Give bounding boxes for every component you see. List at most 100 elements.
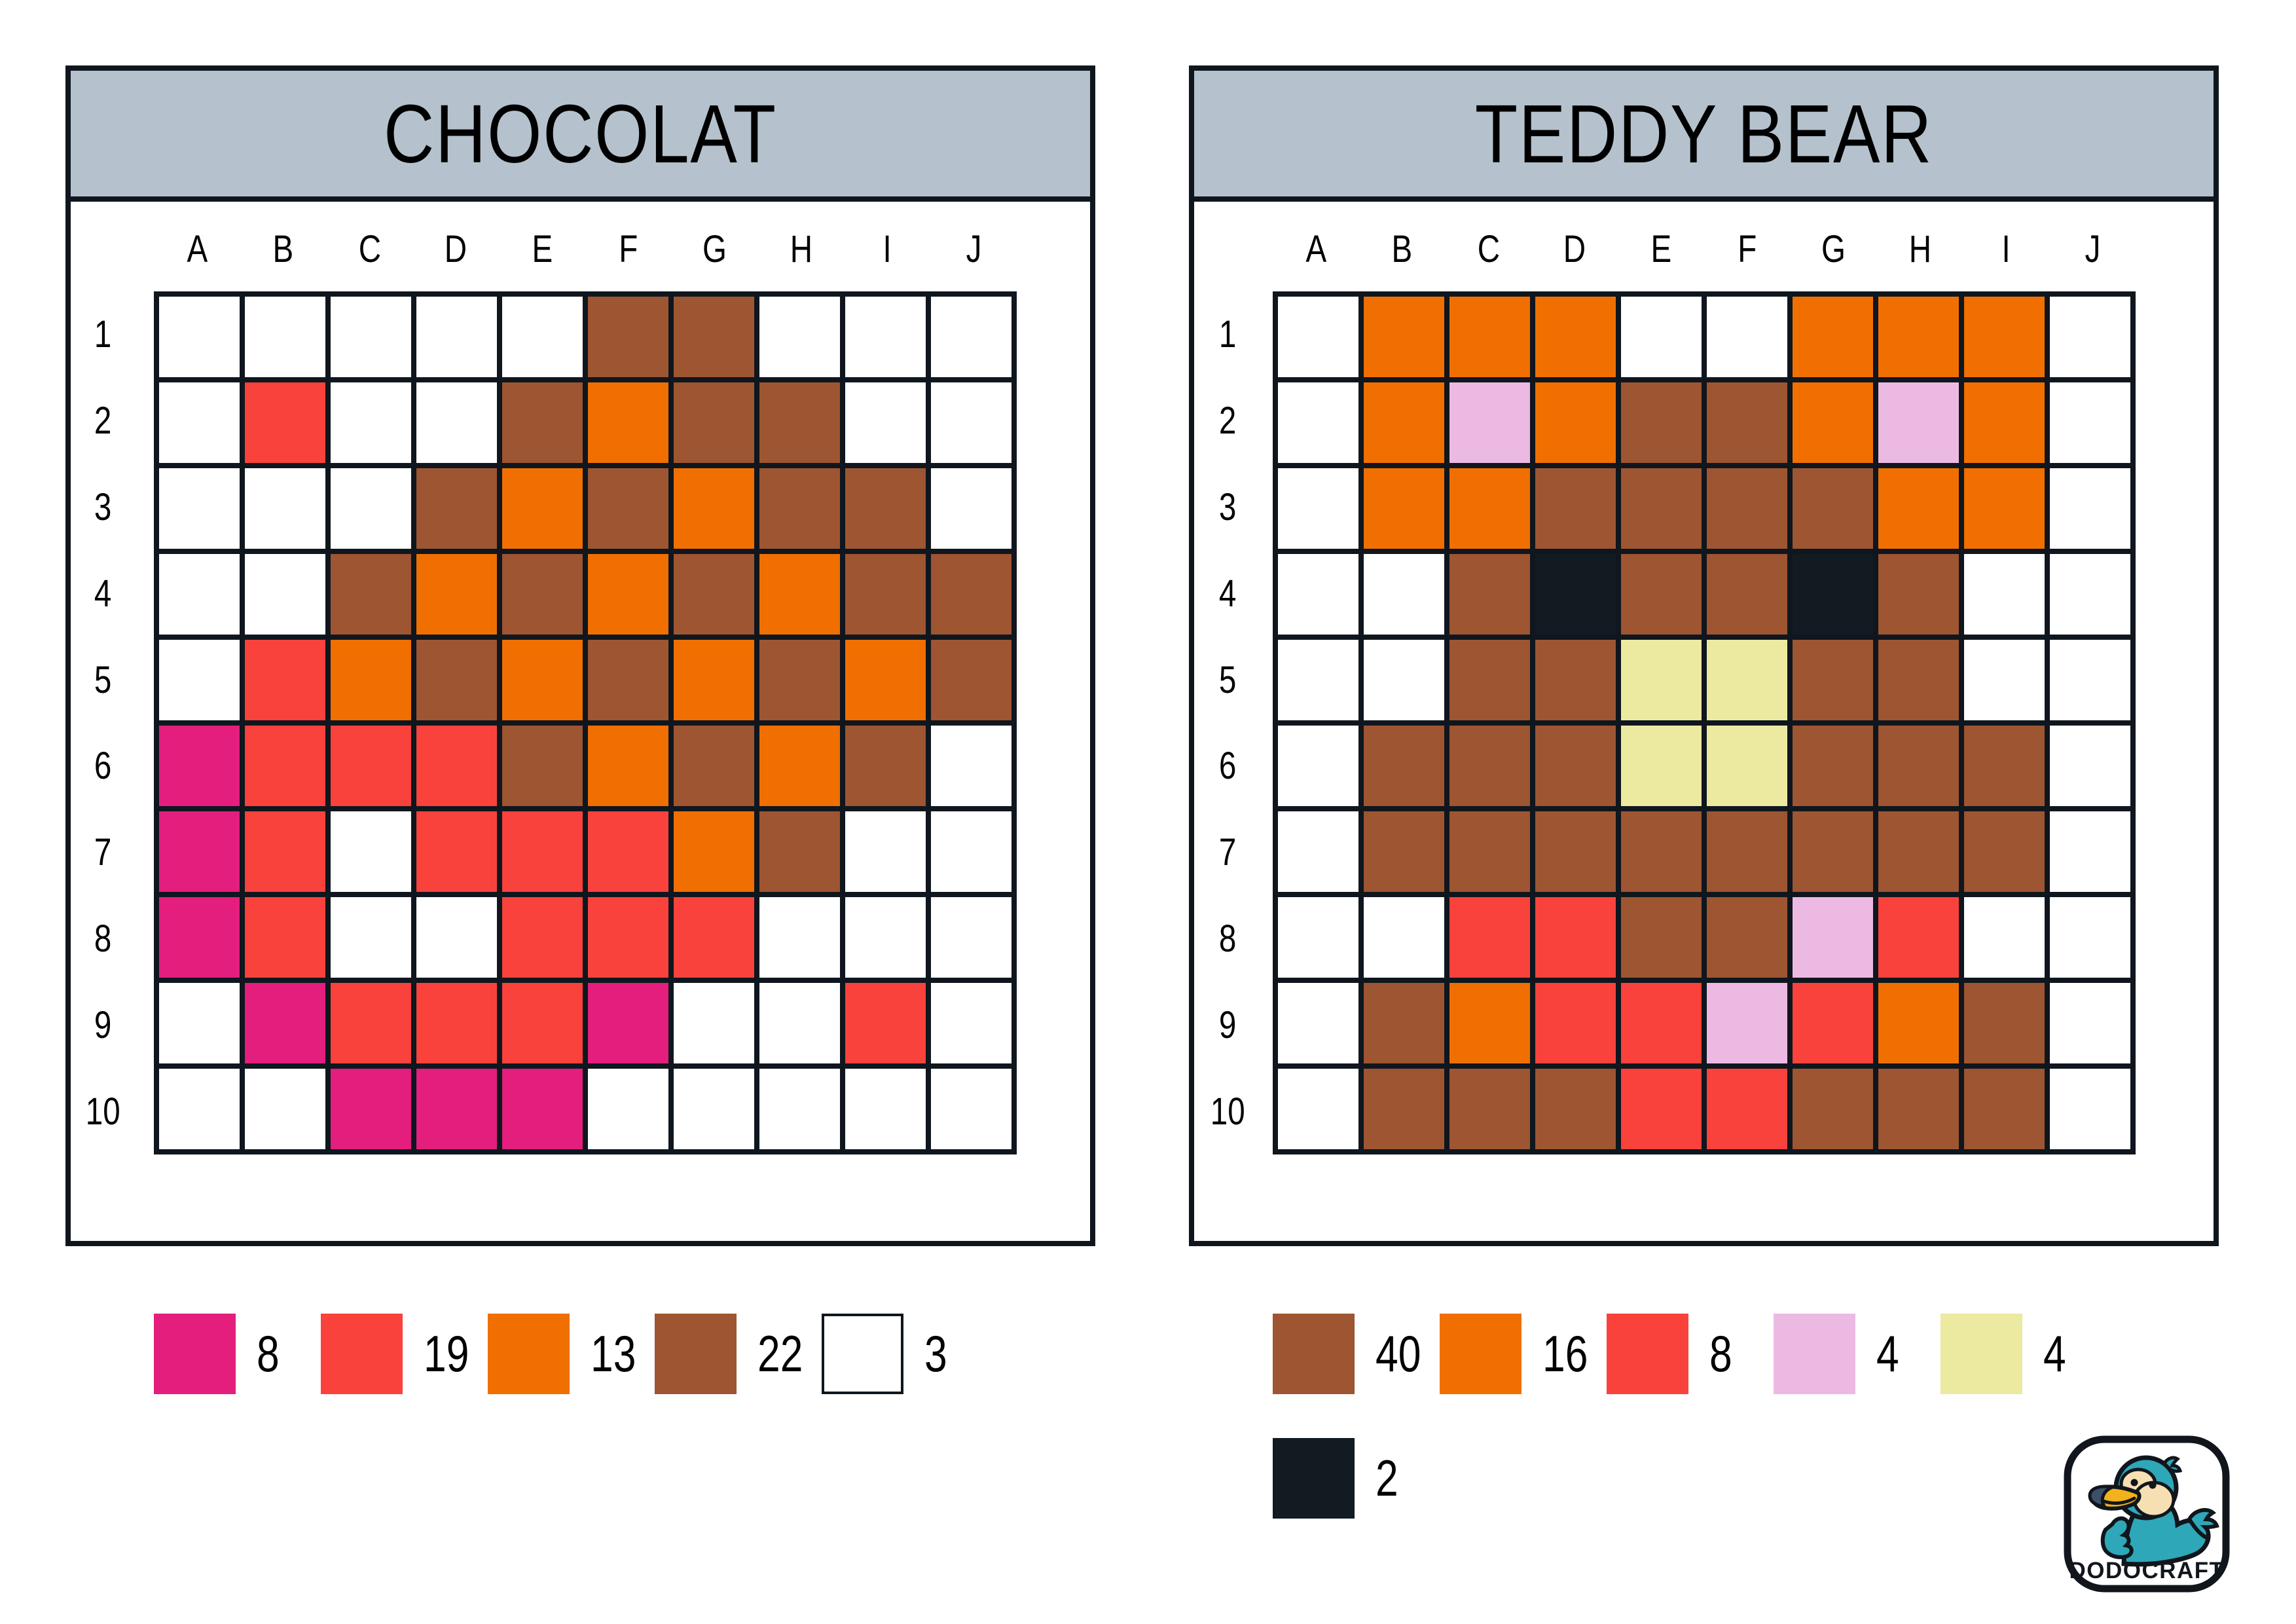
grid-cell [1704,809,1790,895]
grid-cell [1961,809,2047,895]
grid-cell [328,294,414,380]
grid-cell [1533,723,1618,809]
grid-cell [1618,551,1704,637]
dodo-eye-left [2130,1479,2138,1486]
dodocraft-logo: DODOCRAFT [2064,1435,2230,1593]
grid-cell [1704,380,1790,466]
chocolat-title: CHOCOLAT [384,87,777,180]
legend-item: 16 [1440,1314,1607,1394]
legend-item: 19 [321,1314,488,1394]
grid-cell [585,380,671,466]
legend-item: 4 [1941,1314,2107,1394]
grid-cell [1447,980,1533,1066]
grid-cell [1447,551,1533,637]
grid-cell [1275,637,1361,723]
grid-cell [1618,723,1704,809]
grid-cell [843,895,928,980]
column-label: E [1650,227,1671,270]
grid-cell [1361,380,1447,466]
grid-cell [1876,980,1961,1066]
grid-cell [1876,637,1961,723]
grid-cell [1275,551,1361,637]
legend-count: 8 [257,1325,280,1382]
legend-swatch [1774,1314,1855,1394]
grid-cell [843,723,928,809]
grid-cell [1533,380,1618,466]
grid-cell [1618,809,1704,895]
grid-cell [585,466,671,551]
column-label: G [1821,227,1846,270]
grid-cell [585,895,671,980]
row-label: 2 [1219,399,1237,443]
row-label: 3 [1219,485,1237,528]
legend-item: 13 [488,1314,655,1394]
grid-cell [1275,723,1361,809]
chocolat-row-labels: 1 2 3 4 5 6 7 8 9 10 [65,291,141,1154]
grid-cell [1876,380,1961,466]
grid-cell [928,294,1014,380]
grid-cell [414,895,500,980]
legend-item: 2 [1273,1438,1440,1519]
grid-cell [757,380,843,466]
grid-cell [1876,466,1961,551]
grid-cell [1790,551,1876,637]
grid-cell [328,1066,414,1152]
grid-cell [242,1066,328,1152]
legend-swatch [1273,1314,1355,1394]
legend-swatch [1607,1314,1688,1394]
grid-cell [843,551,928,637]
column-label: D [1563,227,1586,270]
chocolat-title-bar: CHOCOLAT [71,71,1090,202]
grid-cell [1361,1066,1447,1152]
teddy-bear-column-labels: A B C D E F G H I J [1273,216,2136,282]
grid-cell [1275,380,1361,466]
grid-cell [2047,637,2133,723]
grid-cell [1618,466,1704,551]
grid-cell [500,980,585,1066]
grid-cell [1361,895,1447,980]
row-label: 8 [94,917,112,960]
grid-cell [1961,294,2047,380]
grid-cell [156,895,242,980]
legend-item: 3 [822,1314,989,1394]
grid-cell [671,551,757,637]
grid-cell [500,466,585,551]
grid-cell [242,294,328,380]
grid-cell [1790,895,1876,980]
legend-count: 4 [2043,1325,2066,1382]
grid-cell [671,637,757,723]
grid-cell [1790,380,1876,466]
row-label: 10 [86,1090,120,1133]
column-label: C [1477,227,1500,270]
logo-text: DODOCRAFT [2069,1558,2224,1583]
grid-cell [500,294,585,380]
grid-cell [1618,895,1704,980]
row-label: 6 [1219,745,1237,788]
grid-cell [2047,723,2133,809]
grid-cell [1876,551,1961,637]
grid-cell [242,809,328,895]
grid-cell [328,809,414,895]
row-label: 9 [94,1003,112,1046]
legend-item: 8 [1607,1314,1774,1394]
grid-cell [585,723,671,809]
dodo-beak-smile [2101,1496,2136,1505]
grid-cell [671,1066,757,1152]
legend-swatch [154,1314,236,1394]
grid-cell [1275,809,1361,895]
legend-count: 3 [924,1325,947,1382]
grid-cell [585,980,671,1066]
grid-cell [1447,637,1533,723]
legend-count: 40 [1376,1325,1421,1382]
grid-cell [1533,294,1618,380]
grid-cell [2047,551,2133,637]
grid-cell [242,380,328,466]
column-label: H [1908,227,1931,270]
grid-cell [1361,637,1447,723]
grid-cell [671,809,757,895]
column-label: B [272,227,294,270]
column-label: A [187,227,208,270]
grid-cell [2047,466,2133,551]
grid-cell [928,551,1014,637]
